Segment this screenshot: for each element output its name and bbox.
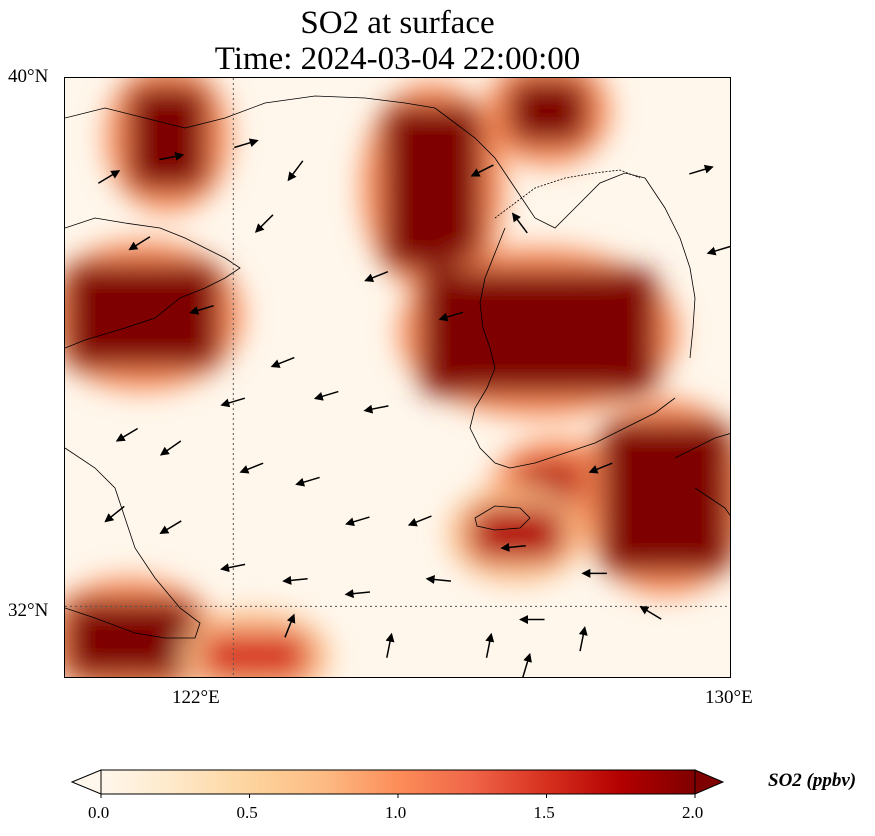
wind-vector-18	[159, 520, 182, 535]
plume-core-7	[470, 507, 564, 561]
colorbar-label: SO2 (ppbv)	[768, 770, 857, 791]
coastline-peninsula-west	[469, 227, 511, 469]
plume-core-6	[601, 421, 730, 574]
wind-vector-26	[639, 606, 662, 620]
wind-vector-1	[159, 151, 185, 161]
wind-vector-20	[282, 575, 308, 585]
wind-vectors	[97, 138, 730, 677]
colorbar-tick-label-3: 1.5	[533, 803, 555, 822]
colorbar	[70, 769, 725, 798]
wind-vector-36	[578, 626, 588, 652]
plume-core-9	[202, 632, 309, 677]
colorbar-tick-label-2: 1.0	[385, 803, 407, 822]
wind-vector-21	[344, 589, 370, 599]
coastline-southwest	[65, 447, 201, 639]
colorbar-gradient	[100, 769, 696, 795]
wind-vector-13	[239, 462, 264, 474]
map-title-line1: SO2 at surface	[300, 5, 495, 41]
wind-vector-17	[104, 505, 125, 523]
lat-tick-label-40n: 40°N	[8, 66, 49, 87]
wind-vector-37	[284, 613, 296, 638]
colorbar-tick-label-1: 0.5	[236, 803, 258, 822]
so2-map	[64, 77, 731, 678]
plume-core-3	[507, 78, 589, 145]
wind-vector-31	[470, 164, 494, 177]
so2-map-canvas	[65, 78, 730, 677]
wind-vector-24	[500, 542, 526, 552]
wind-vector-12	[159, 440, 182, 456]
wind-vector-14	[295, 476, 320, 487]
wind-vector-10	[363, 404, 389, 414]
wind-vector-4	[254, 214, 274, 233]
colorbar-ticks	[100, 794, 696, 798]
wind-vector-22	[425, 575, 452, 584]
wind-vector-2	[234, 138, 259, 149]
wind-vector-33	[706, 245, 730, 256]
plume-core-0	[127, 84, 209, 191]
wind-vector-3	[287, 160, 304, 182]
plume-core-1	[65, 262, 221, 369]
wind-vector-35	[485, 632, 495, 658]
wind-vector-6	[189, 304, 214, 315]
plume-core-4	[420, 269, 658, 396]
so2-concentration-field	[65, 78, 730, 677]
wind-vector-27	[588, 462, 613, 474]
coastline	[65, 95, 730, 639]
wind-vector-34	[385, 632, 395, 658]
colorbar-tick-label-0: 0.0	[88, 803, 110, 822]
coastline-west	[65, 217, 241, 349]
coastline-peninsula-south	[509, 397, 676, 469]
colorbar-extend-min	[70, 769, 102, 795]
wind-vector-30	[511, 212, 528, 234]
plume-core-8	[65, 599, 196, 677]
gridlines	[65, 78, 730, 677]
wind-vector-28	[438, 311, 464, 322]
wind-vector-16	[407, 515, 432, 527]
lon-tick-label-122e: 122°E	[172, 687, 220, 708]
coastline-island-south	[474, 505, 531, 531]
wind-vector-15	[345, 516, 370, 527]
wind-vector-7	[270, 356, 295, 368]
coastline-peninsula-east	[644, 177, 696, 359]
wind-vector-38	[522, 652, 532, 677]
colorbar-tick-label-4: 2.0	[682, 803, 704, 822]
lon-tick-label-130e: 130°E	[705, 687, 753, 708]
wind-vector-11	[115, 427, 139, 442]
colorbar-extend-max	[694, 769, 725, 795]
lat-tick-label-32n: 32°N	[8, 600, 49, 621]
wind-vector-32	[689, 164, 714, 175]
wind-vector-5	[128, 236, 151, 251]
wind-vector-0	[97, 170, 121, 184]
map-title-line2: Time: 2024-03-04 22:00:00	[214, 41, 581, 77]
coastline-far-east	[694, 487, 730, 516]
wind-vector-9	[313, 390, 339, 401]
wind-vector-8	[220, 397, 246, 408]
coastline-border	[494, 169, 641, 219]
coastline-north	[65, 95, 646, 229]
plume-core-2	[382, 104, 483, 270]
wind-vector-19	[220, 563, 246, 573]
wind-vector-29	[364, 270, 389, 282]
coastline-southeast	[674, 433, 730, 459]
